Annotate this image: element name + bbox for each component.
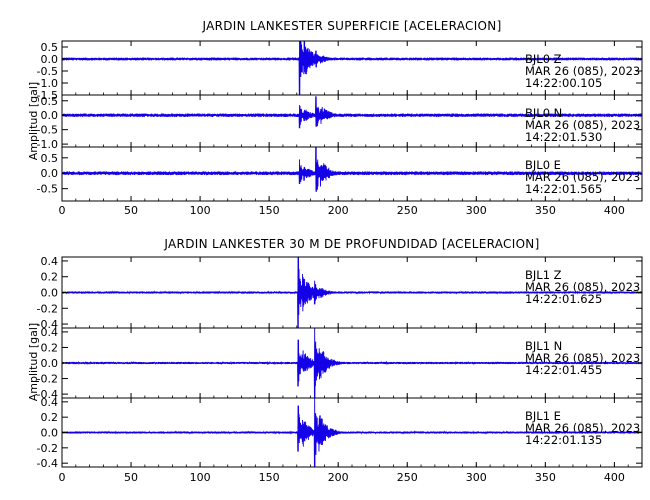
chart-2: JARDIN LANKESTER 30 M DE PROFUNDIDAD [AC… (27, 237, 643, 484)
y-tick-label: 0.0 (41, 287, 59, 300)
y-tick-label: 0.5 (41, 41, 59, 54)
x-tick-label: 250 (397, 471, 418, 484)
y-tick-label: -1.0 (37, 138, 58, 151)
y-tick-label: -1.0 (37, 77, 58, 90)
station-time: 14:22:01.565 (525, 182, 602, 196)
station-date: MAR 26 (085), 2023 (525, 170, 640, 184)
station-date: MAR 26 (085), 2023 (525, 64, 640, 78)
x-tick-label: 350 (535, 471, 556, 484)
x-tick-label: 0 (59, 471, 66, 484)
y-tick-label: -0.5 (37, 183, 58, 196)
y-tick-label: 0.0 (41, 427, 59, 440)
y-tick-label: -0.4 (37, 318, 58, 331)
waveform-trace (62, 398, 642, 467)
y-tick-label: 0.0 (41, 357, 59, 370)
x-tick-label: 50 (124, 471, 138, 484)
station-date: MAR 26 (085), 2023 (525, 118, 640, 132)
x-tick-label: 400 (604, 471, 625, 484)
y-tick-label: -1.5 (37, 89, 58, 102)
x-tick-label: 250 (397, 204, 418, 217)
station-date: MAR 26 (085), 2023 (525, 351, 640, 365)
x-tick-label: 200 (328, 204, 349, 217)
station-name: BJL0 Z (525, 52, 562, 66)
x-tick-label: 200 (328, 471, 349, 484)
x-tick-label: 100 (190, 204, 211, 217)
y-tick-label: 0.4 (41, 396, 59, 409)
chart-title: JARDIN LANKESTER SUPERFICIE [ACELERACION… (201, 19, 501, 33)
x-tick-label: 150 (259, 471, 280, 484)
x-tick-label: 0 (59, 204, 66, 217)
y-tick-label: -0.5 (37, 65, 58, 78)
y-tick-label: 0.0 (41, 53, 59, 66)
y-tick-label: 0.4 (41, 326, 59, 339)
y-tick-label: -0.2 (37, 442, 58, 455)
x-tick-label: 50 (124, 204, 138, 217)
y-axis-label: Amplitud [gal] (27, 323, 40, 401)
y-tick-label: 0.2 (41, 271, 59, 284)
chart-1: JARDIN LANKESTER SUPERFICIE [ACELERACION… (27, 19, 643, 217)
x-tick-label: 350 (535, 204, 556, 217)
station-date: MAR 26 (085), 2023 (525, 280, 640, 294)
station-date: MAR 26 (085), 2023 (525, 421, 640, 435)
y-tick-label: 0.2 (41, 341, 59, 354)
station-time: 14:22:01.625 (525, 292, 602, 306)
station-name: BJL0 E (525, 158, 561, 172)
x-tick-label: 100 (190, 471, 211, 484)
y-axis-label: Amplitud [gal] (27, 82, 40, 160)
station-name: BJL1 E (525, 409, 561, 423)
y-tick-label: 0.5 (41, 95, 59, 108)
y-tick-label: -0.5 (37, 124, 58, 137)
y-tick-label: 0.0 (41, 109, 59, 122)
x-tick-label: 300 (466, 471, 487, 484)
y-tick-label: 0.4 (41, 255, 59, 268)
waveform-trace (62, 328, 642, 398)
y-tick-label: -0.2 (37, 373, 58, 386)
y-tick-label: 0.2 (41, 411, 59, 424)
waveform-trace (62, 147, 642, 192)
station-time: 14:22:00.105 (525, 76, 602, 90)
station-time: 14:22:01.530 (525, 130, 602, 144)
y-tick-label: -0.4 (37, 388, 58, 401)
chart-title: JARDIN LANKESTER 30 M DE PROFUNDIDAD [AC… (163, 237, 539, 251)
y-tick-label: 0.5 (41, 152, 59, 165)
station-name: BJL1 N (525, 339, 562, 353)
waveform-trace (62, 41, 642, 95)
station-time: 14:22:01.135 (525, 433, 602, 447)
x-tick-label: 300 (466, 204, 487, 217)
x-tick-label: 150 (259, 204, 280, 217)
waveform-trace (62, 96, 642, 129)
y-tick-label: -0.4 (37, 457, 58, 470)
y-tick-label: -0.2 (37, 302, 58, 315)
station-time: 14:22:01.455 (525, 363, 602, 377)
station-name: BJL0 N (525, 106, 562, 120)
y-tick-label: 0.0 (41, 167, 59, 180)
x-tick-label: 400 (604, 204, 625, 217)
waveform-trace (62, 257, 642, 328)
station-name: BJL1 Z (525, 268, 562, 282)
